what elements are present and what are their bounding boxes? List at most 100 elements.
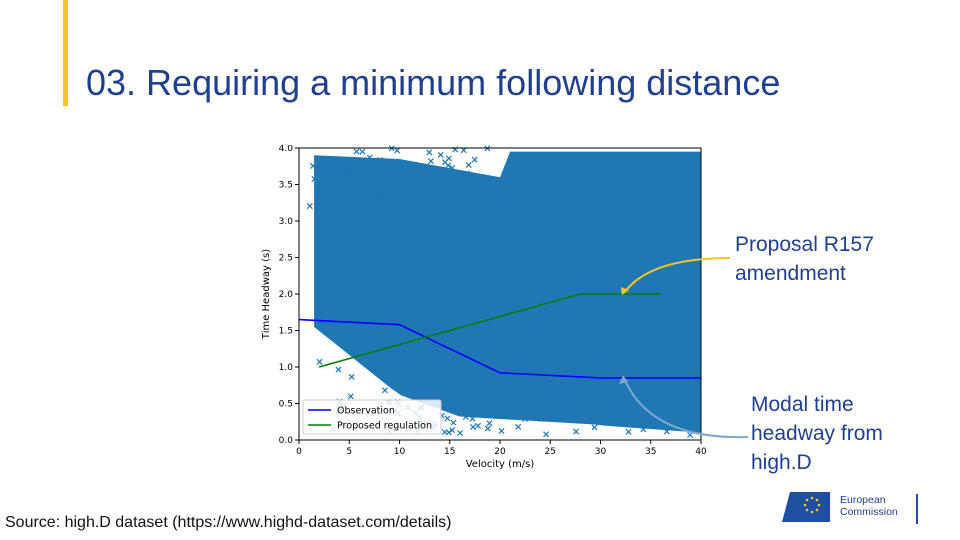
proposal-annotation-line1: Proposal R157 <box>735 233 874 256</box>
scatter-point <box>419 202 426 209</box>
scatter-point <box>647 414 654 421</box>
x-tick-label: 40 <box>695 447 707 457</box>
scatter-point <box>467 196 474 203</box>
source-caption: Source: high.D dataset (https://www.high… <box>5 514 452 531</box>
european-commission-logo: European Commission <box>780 488 920 528</box>
scatter-point <box>379 174 386 181</box>
scatter-point <box>625 428 632 435</box>
scatter-point <box>309 162 316 169</box>
scatter-point <box>437 172 445 179</box>
scatter-point <box>473 173 480 180</box>
y-axis-label: Time Headway (s) <box>261 249 272 340</box>
scatter-point <box>609 417 617 424</box>
scatter-point <box>349 156 356 163</box>
scatter-point <box>427 158 434 165</box>
scatter-point <box>616 418 623 425</box>
logo-text-line1: European <box>840 494 886 506</box>
slide-title: 03. Requiring a minimum following distan… <box>86 62 781 103</box>
scatter-point <box>552 415 559 422</box>
x-axis-label: Velocity (m/s) <box>466 459 535 470</box>
scatter-point <box>486 420 493 427</box>
scatter-point <box>538 415 545 422</box>
commission-building-icon <box>782 492 830 522</box>
scatter-point <box>316 358 323 365</box>
scatter-point <box>463 170 470 177</box>
scatter-point <box>365 161 373 168</box>
x-tick-label: 35 <box>645 447 656 457</box>
proposal-arrowhead <box>621 287 629 295</box>
scatter-point <box>371 178 379 185</box>
headway-velocity-chart: 0 5 10 15 20 25 30 35 40 0.0 0.5 1.0 1.5 2.0 2.5 3.0 3.5… <box>261 145 707 470</box>
proposal-annotation-line2: amendment <box>735 262 846 285</box>
x-tick-label: 10 <box>394 447 406 457</box>
scatter-point <box>498 427 505 434</box>
logo-text-line2: Commission <box>840 506 898 518</box>
scatter-point <box>353 148 360 155</box>
proposed-regulation-line <box>318 293 661 368</box>
x-tick-label: 0 <box>296 447 302 457</box>
scatter-point <box>348 179 355 186</box>
scatter-point <box>573 428 580 435</box>
x-tick-label: 5 <box>346 447 352 457</box>
x-tick-label: 15 <box>444 447 455 457</box>
scatter-point <box>426 149 433 156</box>
x-tick-label: 25 <box>545 447 556 457</box>
scatter-point <box>486 190 493 197</box>
scatter-point <box>544 414 551 421</box>
scatter-point <box>441 429 448 436</box>
scatter-point <box>465 162 472 169</box>
accent-bar <box>63 0 68 106</box>
modal-annotation-line2: headway from <box>751 422 883 445</box>
scatter-point <box>663 428 670 435</box>
y-tick-label: 1.0 <box>279 363 294 373</box>
y-tick-label: 2.5 <box>279 254 293 264</box>
scatter-point <box>366 154 373 161</box>
scatter-point <box>444 415 451 422</box>
scatter-point <box>469 415 476 422</box>
scatter-point <box>671 410 678 417</box>
modal-arrow <box>623 377 749 439</box>
modal-annotation-line1: Modal time <box>751 393 854 416</box>
scatter-point <box>470 423 477 431</box>
y-tick-label: 0.0 <box>279 436 294 446</box>
modal-annotation: Modal time headway from high.D <box>751 390 883 477</box>
logo-rule <box>916 494 918 524</box>
scatter-cloud <box>314 151 701 433</box>
scatter-point <box>449 427 456 434</box>
scatter-point <box>588 418 595 425</box>
scatter-point <box>472 186 479 193</box>
scatter-point <box>306 203 313 210</box>
legend-label: Observation <box>337 406 395 417</box>
scatter-point <box>622 416 629 423</box>
x-tick-label: 20 <box>494 447 506 457</box>
y-tick-label: 4.0 <box>279 145 294 154</box>
scatter-point <box>381 387 388 394</box>
y-tick-label: 2.0 <box>279 290 294 300</box>
scatter-point <box>350 198 357 205</box>
scatter-point <box>412 182 419 189</box>
scatter-point <box>676 415 683 422</box>
modal-annotation-line3: high.D <box>751 451 812 474</box>
scatter-point <box>502 408 509 415</box>
scatter-point <box>377 192 384 199</box>
scatter-point <box>457 429 464 437</box>
scatter-point <box>355 170 362 177</box>
scatter-point <box>474 422 481 429</box>
scatter-point <box>599 414 606 421</box>
scatter-point <box>462 413 469 420</box>
scatter-point <box>335 366 342 373</box>
scatter-point <box>449 164 456 171</box>
scatter-point <box>436 186 443 193</box>
y-tick-label: 0.5 <box>279 400 293 410</box>
scatter-point <box>394 147 401 154</box>
y-tick-label: 3.5 <box>279 181 293 191</box>
scatter-point <box>687 431 694 438</box>
scatter-point <box>425 178 432 185</box>
scatter-point <box>376 156 383 164</box>
y-tick-label: 1.5 <box>279 327 293 337</box>
scatter-point <box>330 198 337 205</box>
scatter-point <box>445 162 452 169</box>
scatter-point <box>336 164 343 171</box>
y-tick-label: 3.0 <box>279 217 294 227</box>
scatter-point <box>522 415 529 422</box>
